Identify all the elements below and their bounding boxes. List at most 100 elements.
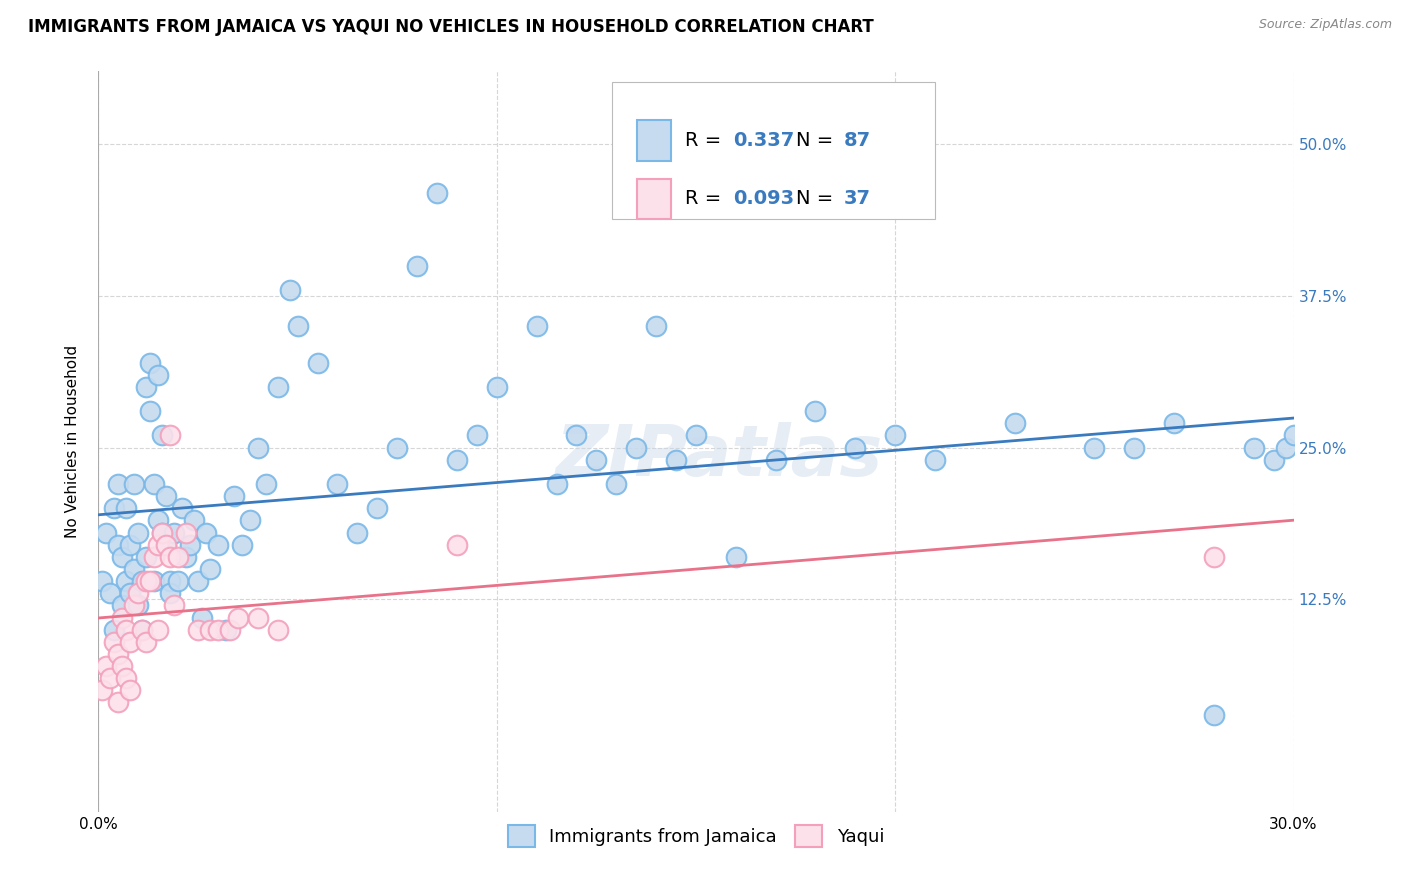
Point: [103, 635, 125, 649]
Point: [446, 452, 468, 467]
Point: [207, 623, 229, 637]
Point: [172, 501, 194, 516]
Point: [159, 574, 181, 588]
Point: [115, 623, 138, 637]
Point: [131, 623, 153, 637]
Point: [207, 538, 229, 552]
Point: [254, 477, 277, 491]
Point: [924, 452, 946, 467]
Text: IMMIGRANTS FROM JAMAICA VS YAQUI NO VEHICLES IN HOUSEHOLD CORRELATION CHART: IMMIGRANTS FROM JAMAICA VS YAQUI NO VEHI…: [28, 18, 875, 36]
Point: [226, 610, 249, 624]
Point: [111, 610, 134, 624]
Text: 37: 37: [844, 189, 872, 209]
Point: [1163, 417, 1185, 431]
FancyBboxPatch shape: [613, 82, 935, 219]
Text: 0.337: 0.337: [733, 131, 794, 150]
Point: [215, 623, 238, 637]
Point: [179, 538, 201, 552]
Point: [1282, 428, 1305, 442]
Point: [605, 477, 627, 491]
Point: [103, 501, 125, 516]
Point: [645, 319, 668, 334]
Text: 87: 87: [844, 131, 872, 150]
Point: [120, 538, 142, 552]
Text: R =: R =: [685, 189, 728, 209]
Point: [326, 477, 349, 491]
Point: [267, 623, 290, 637]
Point: [111, 599, 134, 613]
Point: [148, 513, 170, 527]
Text: Source: ZipAtlas.com: Source: ZipAtlas.com: [1258, 18, 1392, 31]
Point: [406, 259, 429, 273]
Point: [526, 319, 548, 334]
Point: [198, 562, 221, 576]
Point: [159, 549, 181, 564]
Point: [139, 404, 162, 418]
Point: [135, 574, 157, 588]
Point: [287, 319, 309, 334]
Point: [159, 428, 181, 442]
Point: [685, 428, 707, 442]
Point: [804, 404, 827, 418]
Point: [120, 586, 142, 600]
Point: [150, 428, 173, 442]
Point: [884, 428, 907, 442]
Point: [565, 428, 588, 442]
Point: [148, 538, 170, 552]
Point: [103, 623, 125, 637]
Point: [219, 623, 242, 637]
Point: [107, 647, 129, 661]
Point: [174, 549, 197, 564]
Point: [107, 696, 129, 710]
Point: [135, 635, 157, 649]
Point: [222, 489, 245, 503]
Point: [231, 538, 253, 552]
Point: [191, 610, 214, 624]
Point: [150, 525, 173, 540]
Point: [91, 574, 114, 588]
Point: [124, 562, 146, 576]
Point: [385, 441, 409, 455]
Point: [155, 489, 177, 503]
Point: [111, 659, 134, 673]
Point: [198, 623, 221, 637]
Point: [139, 574, 162, 588]
Bar: [637, 178, 671, 219]
Point: [1243, 441, 1265, 455]
Point: [167, 549, 190, 564]
Y-axis label: No Vehicles in Household: No Vehicles in Household: [65, 345, 80, 538]
Point: [96, 525, 118, 540]
Point: [187, 574, 209, 588]
Point: [183, 513, 205, 527]
Text: N =: N =: [796, 189, 839, 209]
Legend: Immigrants from Jamaica, Yaqui: Immigrants from Jamaica, Yaqui: [501, 818, 891, 855]
Point: [115, 574, 138, 588]
Point: [195, 525, 218, 540]
Point: [98, 671, 122, 685]
Point: [155, 538, 177, 552]
Point: [96, 659, 118, 673]
Point: [278, 283, 301, 297]
Point: [159, 586, 181, 600]
Point: [131, 574, 153, 588]
Point: [124, 599, 146, 613]
Point: [844, 441, 866, 455]
Point: [163, 525, 186, 540]
Point: [135, 549, 157, 564]
Point: [107, 477, 129, 491]
Point: [1083, 441, 1105, 455]
Point: [135, 380, 157, 394]
Point: [626, 441, 648, 455]
Point: [665, 452, 688, 467]
Point: [1202, 707, 1225, 722]
Point: [246, 441, 269, 455]
Bar: [637, 120, 671, 161]
Point: [148, 368, 170, 382]
Point: [366, 501, 388, 516]
Point: [131, 623, 153, 637]
Point: [107, 538, 129, 552]
Point: [150, 525, 173, 540]
Point: [120, 683, 142, 698]
Point: [148, 623, 170, 637]
Point: [546, 477, 568, 491]
